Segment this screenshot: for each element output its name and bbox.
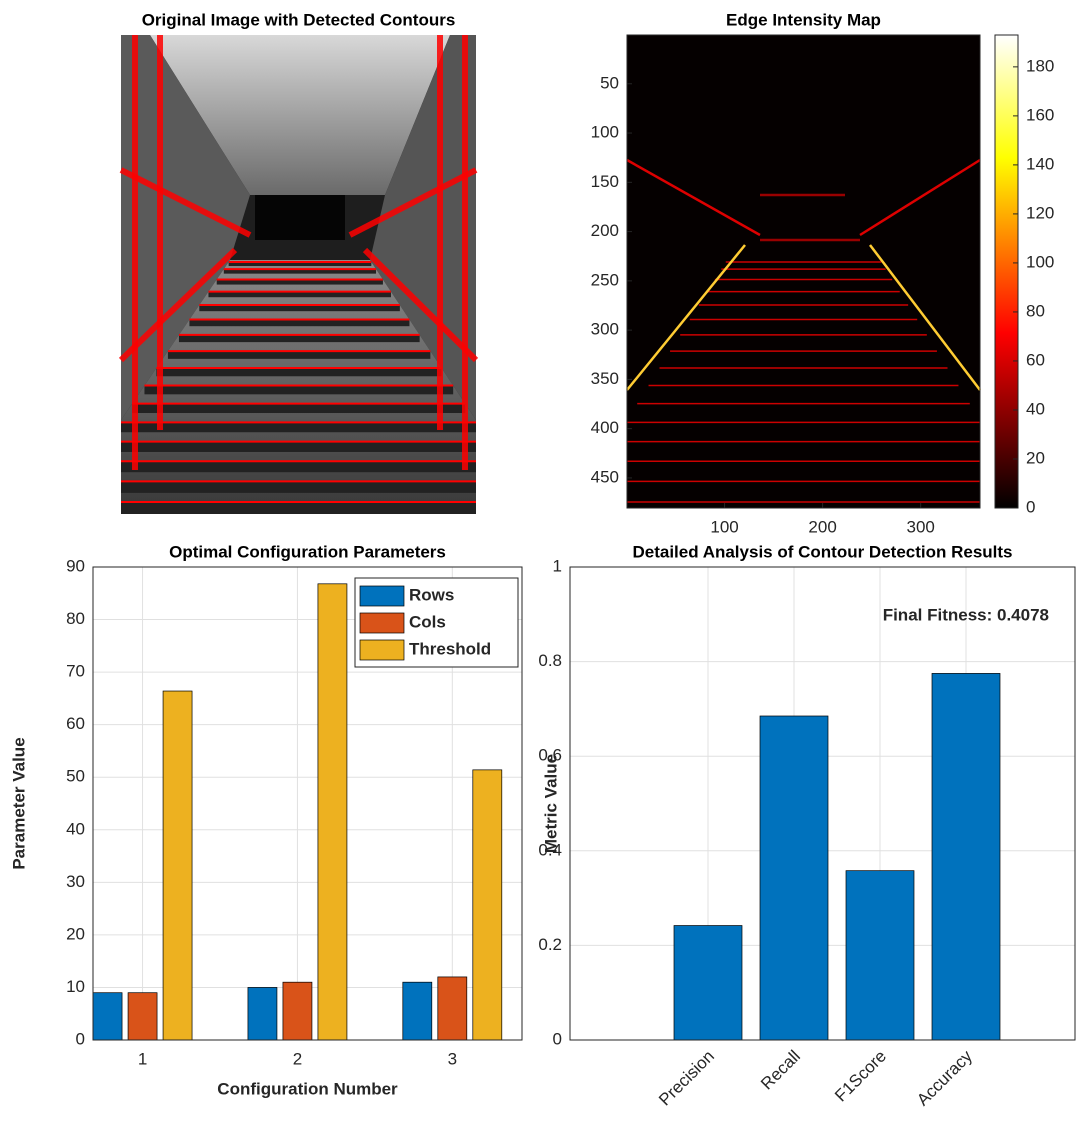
y-tick-label: 40: [66, 819, 85, 838]
chart-title: Edge Intensity Map: [726, 10, 881, 29]
colorbar-tick-label: 80: [1026, 301, 1045, 320]
colorbar-tick-label: 140: [1026, 154, 1054, 173]
x-tick-label: 1: [138, 1049, 147, 1068]
x-tick-label: 300: [906, 517, 934, 536]
y-tick-label: 60: [66, 714, 85, 733]
y-tick-label: 200: [591, 221, 619, 240]
colorbar-tick-label: 120: [1026, 203, 1054, 222]
x-tick-label: Precision: [655, 1047, 718, 1110]
chart-title: Original Image with Detected Contours: [142, 10, 456, 29]
chart-title: Detailed Analysis of Contour Detection R…: [632, 542, 1012, 561]
bar: [403, 982, 432, 1040]
stair-step: [156, 368, 441, 376]
y-tick-label: 300: [591, 320, 619, 339]
bar: [163, 691, 192, 1040]
legend-label: Cols: [409, 612, 446, 631]
bar: [760, 716, 828, 1040]
y-tick-label: 150: [591, 172, 619, 191]
colorbar-tick-label: 60: [1026, 350, 1045, 369]
legend-swatch: [360, 586, 404, 606]
x-tick-label: 100: [710, 517, 738, 536]
x-tick-label: Recall: [757, 1047, 804, 1094]
figure: Original Image with Detected Contours 50 1…: [0, 0, 1084, 1124]
x-axis-label: Configuration Number: [217, 1079, 398, 1098]
bar: [674, 926, 742, 1040]
y-tick-label: 20: [66, 924, 85, 943]
bar: [318, 584, 347, 1040]
y-tick-label: 0.8: [538, 651, 562, 670]
x-tick-label: 2: [293, 1049, 302, 1068]
bar: [93, 993, 122, 1040]
contour-image: [121, 35, 476, 514]
colorbar: [995, 35, 1018, 508]
y-tick-label: 0: [553, 1029, 562, 1048]
y-tick-label: 50: [66, 767, 85, 786]
x-tick-label: 200: [808, 517, 836, 536]
legend-swatch: [360, 640, 404, 660]
colorbar-tick-label: 180: [1026, 56, 1054, 75]
y-axis-label: Metric Value: [541, 754, 560, 853]
colorbar-tick-label: 20: [1026, 448, 1045, 467]
bar: [438, 977, 467, 1040]
y-tick-label: 450: [591, 467, 619, 486]
stair-step: [121, 502, 476, 514]
stair-step: [168, 351, 430, 359]
legend-label: Threshold: [409, 639, 491, 658]
colorbar-tick-label: 160: [1026, 105, 1054, 124]
y-tick-label: 350: [591, 369, 619, 388]
y-tick-label: 50: [600, 73, 619, 92]
legend-swatch: [360, 613, 404, 633]
x-tick-label: F1Score: [831, 1047, 890, 1106]
chart-title: Optimal Configuration Parameters: [169, 542, 446, 561]
legend-label: Rows: [409, 585, 454, 604]
y-tick-label: 70: [66, 662, 85, 681]
y-tick-label: 80: [66, 609, 85, 628]
stair-step: [121, 481, 476, 492]
colorbar-tick-label: 100: [1026, 252, 1054, 271]
colorbar-tick-label: 40: [1026, 399, 1045, 418]
bar: [283, 982, 312, 1040]
stair-step: [144, 386, 453, 395]
y-tick-label: 100: [591, 123, 619, 142]
y-axis-label: Parameter Value: [9, 737, 28, 869]
y-tick-label: 400: [591, 418, 619, 437]
y-tick-label: 90: [66, 556, 85, 575]
y-tick-label: 10: [66, 977, 85, 996]
stair-step: [121, 442, 476, 452]
bar: [473, 770, 502, 1040]
stair-step: [121, 461, 476, 472]
y-tick-label: 1: [553, 556, 562, 575]
colorbar-tick-label: 0: [1026, 497, 1035, 516]
stair-step: [121, 422, 476, 432]
x-tick-label: Accuracy: [913, 1046, 976, 1109]
stair-step: [132, 404, 465, 413]
y-tick-label: 0.2: [538, 935, 562, 954]
y-tick-label: 250: [591, 270, 619, 289]
bar: [846, 871, 914, 1040]
y-tick-label: 0: [76, 1029, 85, 1048]
stair-step: [179, 335, 420, 342]
y-tick-label: 30: [66, 872, 85, 891]
bar: [932, 673, 1000, 1040]
annotation: Final Fitness: 0.4078: [883, 605, 1049, 624]
bar: [128, 993, 157, 1040]
edge-map-image: [627, 35, 980, 508]
bar: [248, 987, 277, 1040]
x-tick-label: 3: [448, 1049, 457, 1068]
page: {"chart_data": [ {"type": "image", "titl…: [0, 0, 1084, 1124]
